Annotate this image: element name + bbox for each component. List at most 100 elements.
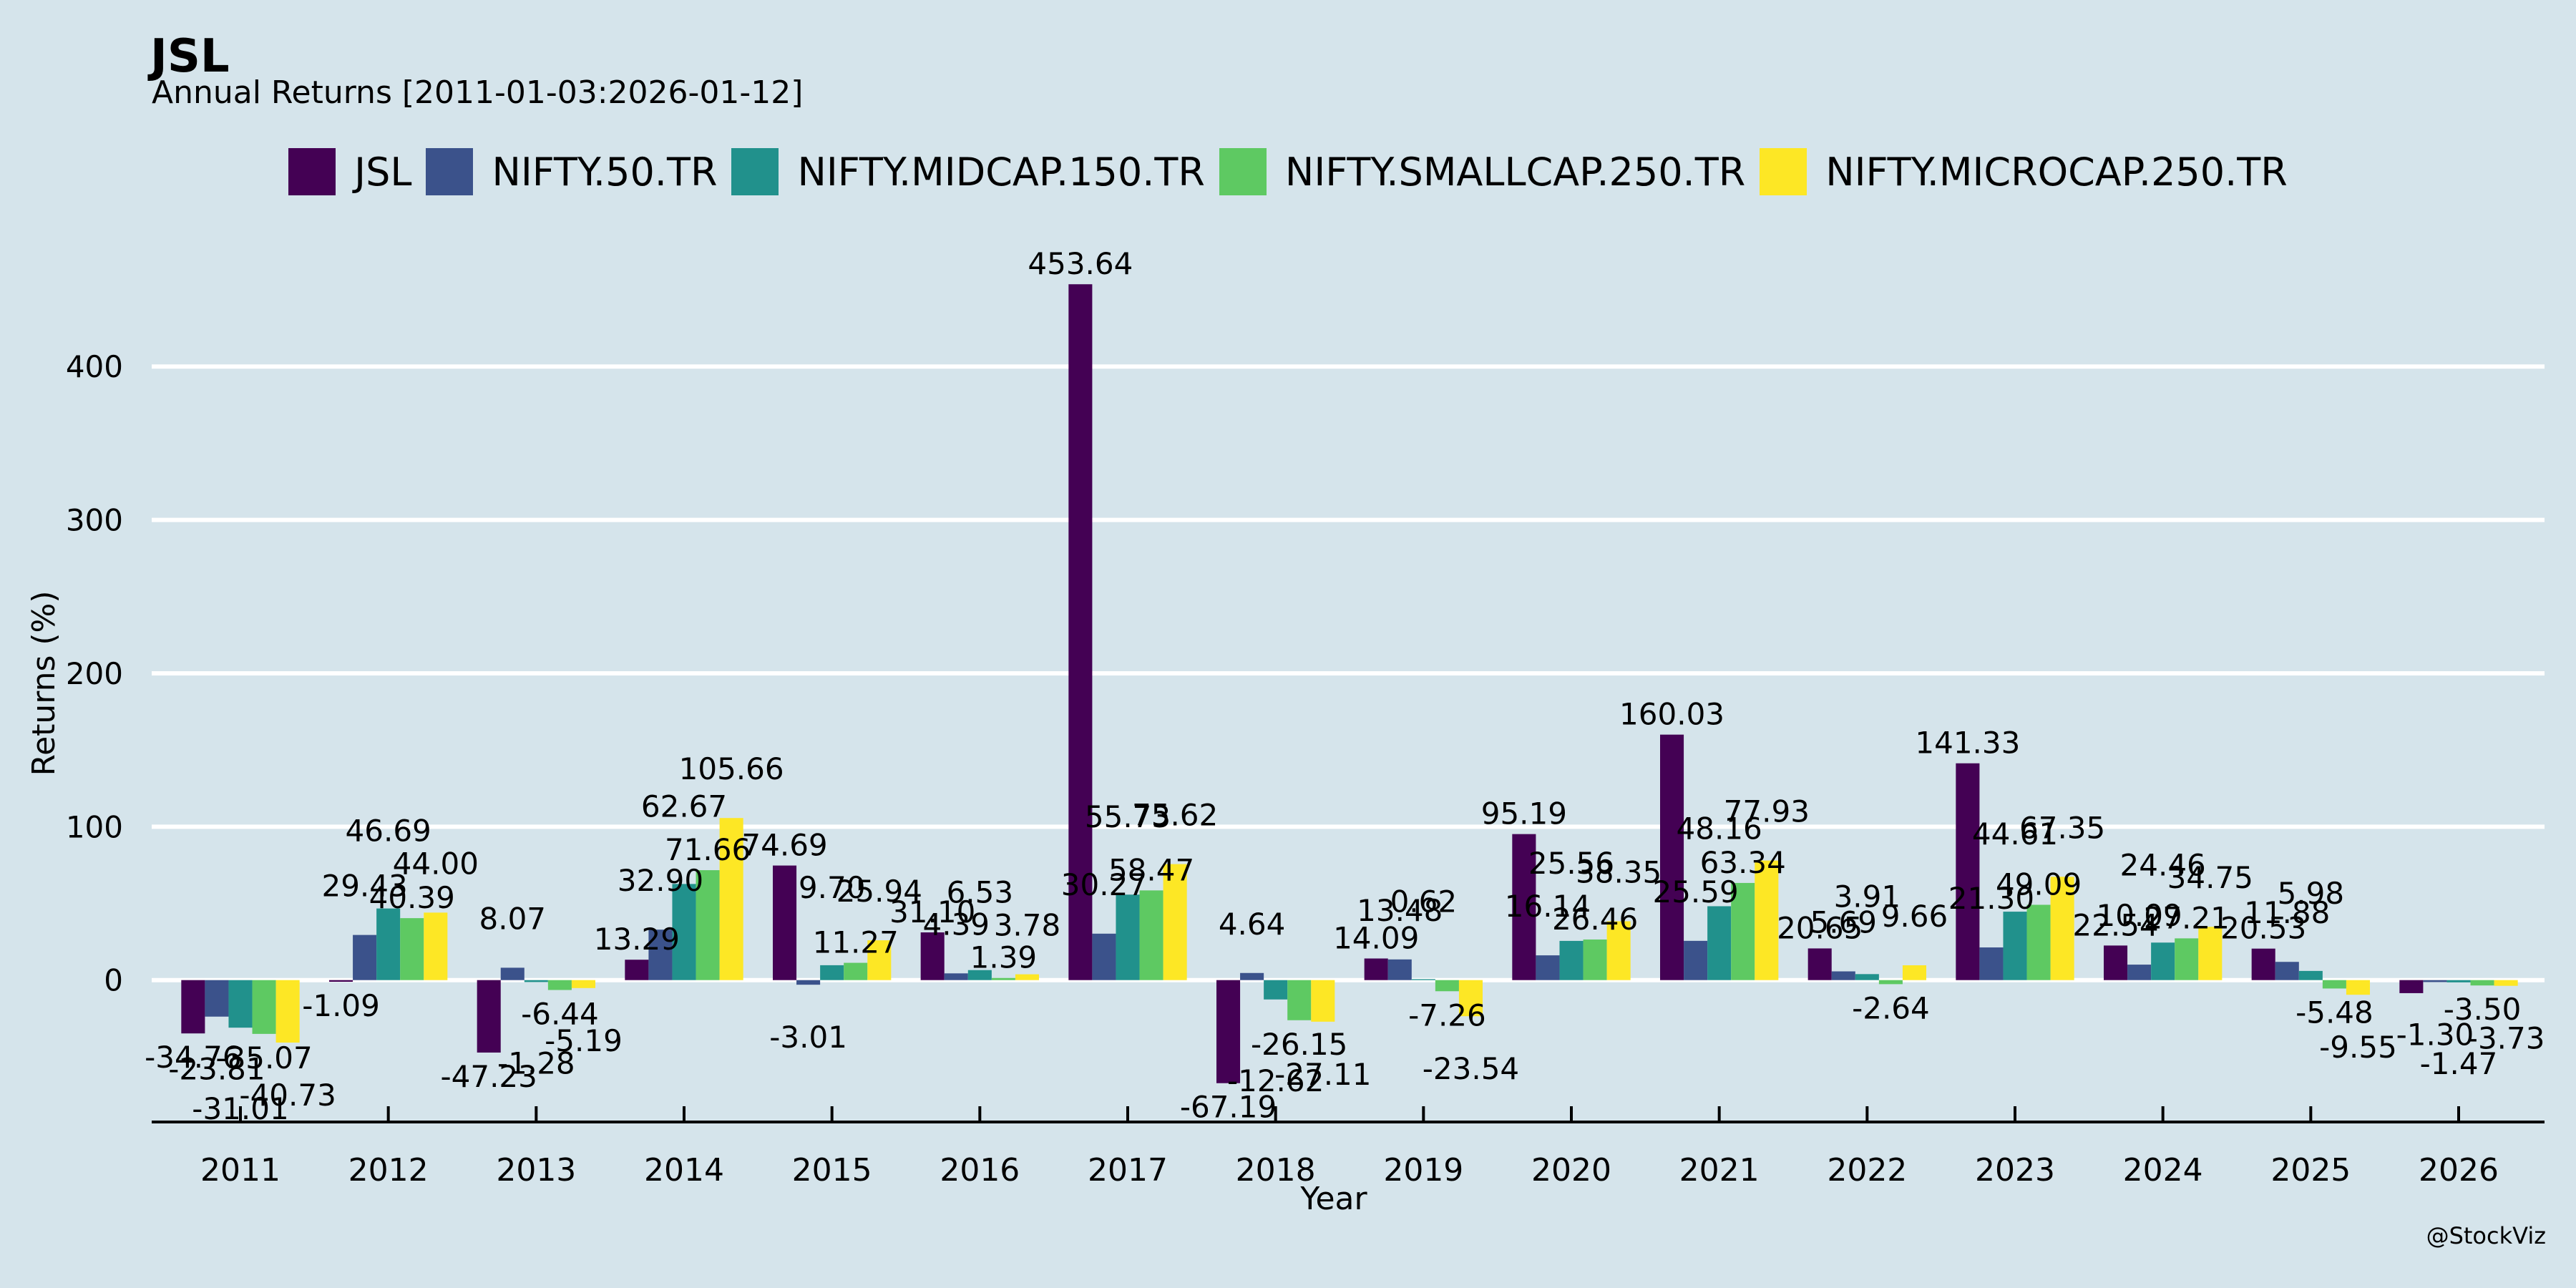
x-tick-label: 2017 [1088, 1152, 1168, 1189]
axes: 0 100 200 300 400 2011 2012 2013 2014 2015 2016 201… [26, 349, 2545, 1217]
data-label: 24.46 [2120, 847, 2206, 882]
bar-nifty-midcap-150-tr-2016 [967, 970, 992, 980]
bar-nifty-smallcap-250-tr-2023 [2026, 904, 2051, 980]
data-label: -47.23 [440, 1059, 537, 1094]
legend-item-smallcap250: NIFTY.SMALLCAP.250.TR [1219, 148, 1745, 195]
data-label: 49.09 [1996, 867, 2082, 902]
bar-nifty-smallcap-250-tr-2018 [1287, 980, 1312, 1020]
y-tick-label: 0 [104, 963, 123, 998]
data-label: 31.10 [889, 894, 975, 930]
bar-nifty-midcap-150-tr-2015 [820, 965, 844, 980]
data-label: 10.09 [2096, 898, 2182, 933]
bar-nifty-smallcap-250-tr-2024 [2175, 938, 2199, 980]
bar-jsl-2018 [1216, 980, 1241, 1083]
x-tick-label: 2025 [2270, 1152, 2351, 1189]
bar-nifty-midcap-150-tr-2017 [1116, 894, 1140, 980]
y-tick-label: 400 [66, 349, 123, 384]
bars [181, 284, 2518, 1083]
data-label: 46.69 [346, 814, 431, 849]
data-label: 141.33 [1915, 726, 2020, 761]
bar-jsl-2023 [1956, 763, 1980, 980]
data-label: 21.30 [1948, 881, 2034, 916]
data-label: 3.78 [994, 908, 1061, 943]
bar-jsl-2012 [329, 980, 353, 982]
data-label: -7.26 [1408, 997, 1486, 1033]
data-label: 0.62 [1390, 884, 1458, 919]
data-label: 20.65 [1777, 910, 1863, 945]
bar-nifty-50-tr-2014 [648, 930, 673, 980]
x-tick-label: 2021 [1679, 1152, 1760, 1189]
bar-jsl-2025 [2251, 948, 2275, 980]
x-tick-label: 2024 [2123, 1152, 2203, 1189]
bar-nifty-microcap-250-tr-2017 [1163, 864, 1187, 980]
data-label: -1.47 [2420, 1046, 2498, 1081]
data-label: -5.48 [2296, 995, 2373, 1030]
bar-nifty-midcap-150-tr-2013 [524, 980, 548, 982]
data-label: 16.14 [1505, 889, 1591, 924]
data-label: 5.69 [1810, 905, 1878, 940]
bar-nifty-50-tr-2015 [796, 980, 821, 985]
y-axis-label: Returns (%) [26, 590, 62, 776]
data-label: 32.90 [618, 863, 703, 898]
legend-label: NIFTY.SMALLCAP.250.TR [1284, 149, 1746, 195]
bar-nifty-midcap-150-tr-2023 [2003, 912, 2027, 980]
bar-nifty-microcap-250-tr-2014 [719, 818, 743, 980]
data-label: -2.64 [1852, 990, 1930, 1025]
bar-nifty-50-tr-2020 [1536, 955, 1560, 980]
data-label: 75.62 [1132, 798, 1218, 833]
data-label: 38.35 [1576, 854, 1662, 889]
bar-nifty-smallcap-250-tr-2016 [991, 977, 1015, 980]
bar-nifty-midcap-150-tr-2025 [2298, 970, 2323, 980]
chart-title: JSL [150, 30, 230, 83]
data-label: 8.07 [479, 901, 547, 936]
data-label: 71.66 [665, 832, 751, 867]
legend-label: JSL [354, 149, 412, 195]
x-tick-label: 2012 [348, 1152, 429, 1189]
data-label: 11.88 [2244, 895, 2330, 930]
data-label: -35.07 [215, 1040, 312, 1075]
data-label: 55.73 [1085, 799, 1171, 834]
data-label: -40.73 [239, 1078, 336, 1113]
data-label: -3.50 [2444, 992, 2522, 1027]
data-label: 77.93 [1724, 794, 1810, 829]
y-tick-label: 200 [66, 656, 123, 691]
bar-nifty-50-tr-2025 [2275, 962, 2299, 980]
data-label: 74.69 [741, 828, 827, 863]
bar-nifty-smallcap-250-tr-2026 [2470, 980, 2494, 986]
data-label: 27.21 [2144, 900, 2230, 935]
data-label: 95.19 [1481, 796, 1567, 831]
bar-nifty-50-tr-2017 [1092, 933, 1116, 980]
data-label: 62.67 [641, 789, 727, 824]
bar-nifty-microcap-250-tr-2019 [1458, 980, 1483, 1017]
data-label: 6.53 [947, 875, 1014, 910]
x-tick-label: 2019 [1383, 1152, 1463, 1189]
legend-swatch [288, 148, 336, 195]
bar-nifty-midcap-150-tr-2020 [1559, 940, 1584, 980]
bar-jsl-2015 [773, 865, 797, 980]
legend-item-nifty50: NIFTY.50.TR [426, 148, 717, 195]
bar-nifty-microcap-250-tr-2020 [1606, 921, 1631, 980]
data-label: -1.09 [302, 988, 380, 1023]
data-label: 4.39 [923, 907, 990, 942]
bar-nifty-50-tr-2023 [1979, 947, 2004, 980]
x-tick-label: 2014 [644, 1152, 724, 1189]
data-label: 25.56 [1528, 846, 1614, 881]
bar-nifty-50-tr-2011 [205, 980, 229, 1017]
bar-nifty-microcap-250-tr-2024 [2198, 927, 2223, 980]
bar-nifty-50-tr-2013 [500, 967, 525, 980]
data-label: -67.19 [1180, 1090, 1277, 1125]
legend-label: NIFTY.50.TR [492, 149, 718, 195]
bar-jsl-2019 [1364, 958, 1388, 980]
x-tick-label: 2016 [940, 1152, 1020, 1189]
data-label: 11.27 [813, 925, 899, 960]
bar-nifty-midcap-150-tr-2019 [1411, 979, 1435, 980]
bar-nifty-microcap-250-tr-2015 [867, 940, 892, 980]
bar-nifty-smallcap-250-tr-2019 [1435, 980, 1459, 992]
legend-item-midcap150: NIFTY.MIDCAP.150.TR [731, 148, 1205, 195]
data-label: 3.91 [1834, 879, 1901, 914]
x-axis-label: Year [1299, 1181, 1367, 1217]
x-tick-label: 2022 [1827, 1152, 1907, 1189]
x-tick-label: 2013 [496, 1152, 576, 1189]
data-label: -1.30 [2396, 1017, 2474, 1052]
bar-nifty-microcap-250-tr-2013 [571, 980, 595, 988]
